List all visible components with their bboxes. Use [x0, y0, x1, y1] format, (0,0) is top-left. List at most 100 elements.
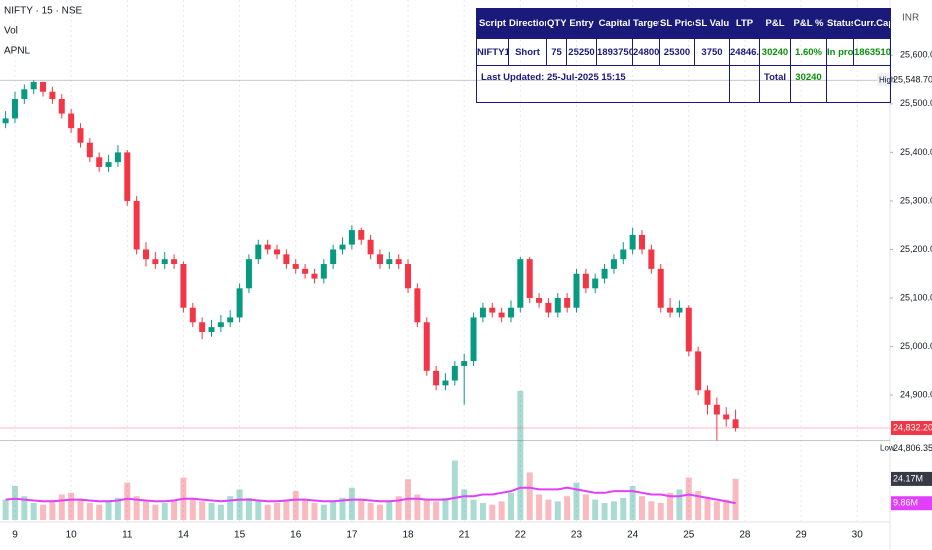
candle-body — [526, 259, 533, 299]
volume-bar — [442, 497, 449, 520]
volume-bar — [685, 477, 692, 520]
volume-bar — [58, 494, 65, 520]
x-tick-label: 29 — [796, 530, 808, 541]
candle-body — [564, 298, 571, 308]
candle-body — [152, 259, 159, 265]
candle-body — [442, 380, 449, 386]
y-tick-label: 25,000.00 — [900, 341, 932, 351]
candle-body — [58, 99, 65, 114]
volume-bar — [395, 496, 402, 520]
candle-body — [414, 288, 421, 323]
column-header: Target — [632, 8, 660, 39]
volume-bar — [21, 496, 28, 520]
candle-body — [451, 365, 458, 381]
volume-bar — [564, 496, 571, 520]
candle-body — [629, 234, 636, 250]
candle-body — [142, 249, 149, 260]
candle-body — [49, 91, 56, 100]
candle-body — [227, 317, 234, 323]
candle-body — [395, 259, 402, 265]
volume-bar — [367, 503, 374, 520]
candle-body — [40, 82, 47, 92]
y-tick-label: 25,100.00 — [900, 292, 932, 302]
candle-body — [339, 244, 346, 250]
volume-bar — [339, 497, 346, 520]
candle-body — [582, 273, 589, 289]
candle-body — [189, 307, 196, 323]
candle-body — [96, 157, 103, 167]
volume-bar — [638, 496, 645, 520]
candle-body — [676, 307, 683, 313]
candle-body — [199, 322, 206, 332]
candle-body — [171, 259, 178, 265]
candle-body — [713, 404, 720, 415]
volume-bar — [545, 499, 552, 520]
candle-body — [133, 200, 140, 250]
high-price-label-bg — [891, 73, 932, 88]
candle-body — [217, 322, 224, 328]
volume-bar — [723, 499, 730, 520]
volume-value-label-bg — [891, 471, 932, 486]
candle-body — [77, 128, 84, 143]
candle-body — [704, 390, 711, 405]
volume-bar — [11, 486, 18, 520]
last-price-label-bg — [891, 420, 932, 435]
position-table: Script Direction QTY Entry Capital Target SL P… — [476, 8, 891, 103]
candle-body — [498, 312, 505, 318]
candle-body — [536, 298, 543, 303]
volume-bar — [292, 491, 299, 520]
indicator-label: APNL — [4, 46, 31, 57]
candle-body — [479, 307, 486, 318]
table-cell: 25300 — [659, 38, 695, 66]
volume-bar — [676, 489, 683, 520]
volume-bar — [274, 503, 281, 520]
x-tick-label: 25 — [683, 530, 695, 541]
x-tick-label: 21 — [459, 530, 471, 541]
column-header: Curr.Cap. — [853, 8, 891, 39]
candle-body — [124, 152, 131, 201]
candle-body — [311, 273, 318, 279]
volume-bar — [208, 503, 215, 520]
candle-body — [554, 298, 561, 313]
candle-body — [405, 264, 412, 289]
y-tick-label: 25,400.00 — [900, 147, 932, 157]
candle-body — [21, 89, 28, 100]
volume-bar — [582, 494, 589, 520]
volume-bar — [68, 492, 75, 520]
candle-body — [274, 249, 281, 255]
candle-body — [423, 322, 430, 371]
candle-body — [236, 288, 243, 318]
table-cell: 24846.8 — [729, 38, 760, 66]
empty-cell — [729, 65, 760, 103]
candle-body — [657, 268, 664, 308]
volume-bar — [255, 501, 262, 520]
ma-value-label: 9.86M — [893, 498, 918, 508]
candle-body — [507, 307, 514, 318]
x-tick-label: 10 — [66, 530, 78, 541]
candle-body — [610, 259, 617, 269]
volume-bar — [376, 504, 383, 520]
column-header: QTY — [546, 8, 567, 39]
x-tick-label: 30 — [852, 530, 864, 541]
table-cell: 3750 — [694, 38, 730, 66]
volume-value-label: 24.17M — [893, 473, 923, 483]
volume-bar — [423, 499, 430, 520]
x-tick-label: 28 — [739, 530, 751, 541]
volume-bar — [610, 501, 617, 520]
candle-body — [283, 254, 290, 265]
volume-bar — [142, 501, 149, 520]
currency: INR — [902, 13, 919, 24]
candle-body — [545, 302, 552, 313]
volume-bar — [311, 503, 318, 520]
volume-bar — [489, 504, 496, 520]
volume-bar — [114, 497, 121, 520]
candle-body — [105, 162, 112, 167]
x-tick-label: 23 — [571, 530, 583, 541]
table-header: Script Direction QTY Entry Capital Target SL P… — [476, 8, 891, 39]
volume-bar — [732, 478, 739, 520]
candle-body — [86, 142, 93, 158]
volume-bar — [189, 497, 196, 520]
volume-bar — [648, 501, 655, 520]
volume-bar — [77, 499, 84, 520]
